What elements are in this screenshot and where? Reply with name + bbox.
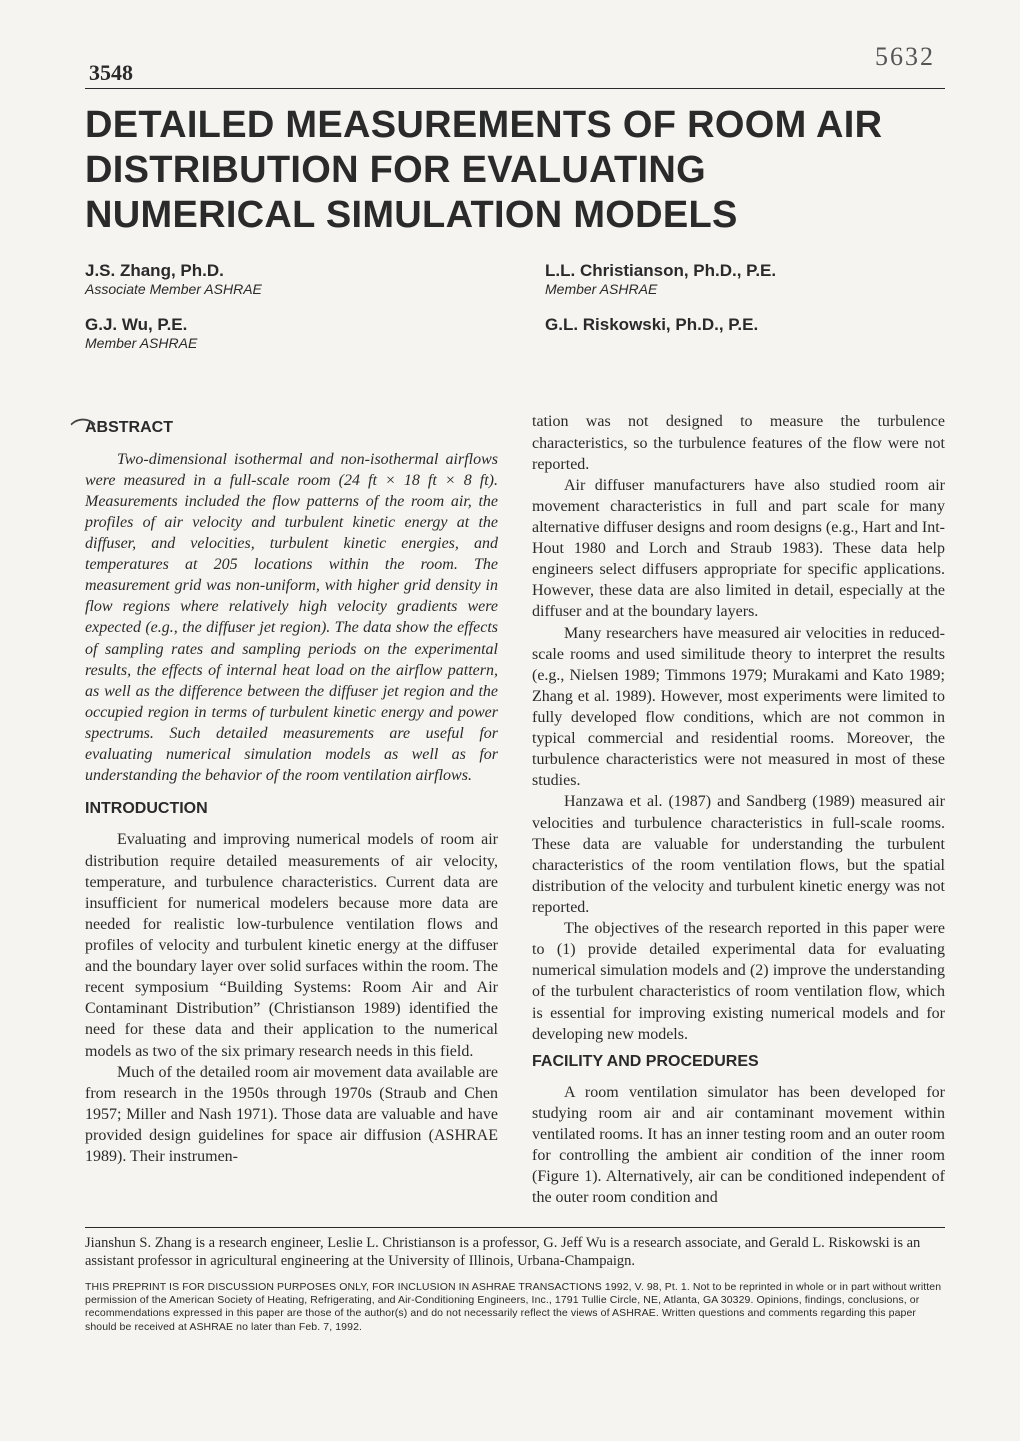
introduction-heading: INTRODUCTION (85, 798, 498, 819)
body-paragraph: The objectives of the research reported … (532, 918, 945, 1045)
author-entry: J.S. Zhang, Ph.D. Associate Member ASHRA… (85, 261, 485, 297)
author-bio-footer: Jianshun S. Zhang is a research engineer… (85, 1227, 945, 1272)
author-name: G.L. Riskowski, Ph.D., P.E. (545, 315, 945, 335)
author-entry: G.L. Riskowski, Ph.D., P.E. (545, 315, 945, 335)
author-role: Member ASHRAE (545, 281, 945, 297)
author-column-right: L.L. Christianson, Ph.D., P.E. Member AS… (545, 261, 945, 369)
body-paragraph: Evaluating and improving numerical model… (85, 829, 498, 1061)
author-bio-text: Jianshun S. Zhang is a research engineer… (85, 1235, 920, 1270)
author-block: J.S. Zhang, Ph.D. Associate Member ASHRA… (85, 261, 945, 369)
body-paragraph: Hanzawa et al. (1987) and Sandberg (1989… (532, 791, 945, 918)
author-name: L.L. Christianson, Ph.D., P.E. (545, 261, 945, 281)
handwritten-annotation: 5632 (875, 42, 935, 72)
body-paragraph: Much of the detailed room air movement d… (85, 1062, 498, 1168)
author-entry: G.J. Wu, P.E. Member ASHRAE (85, 315, 485, 351)
author-name: J.S. Zhang, Ph.D. (85, 261, 485, 281)
abstract-heading: ABSTRACT (85, 417, 498, 438)
author-name: G.J. Wu, P.E. (85, 315, 485, 335)
facility-heading: FACILITY AND PROCEDURES (532, 1051, 945, 1072)
body-paragraph: Air diffuser manufacturers have also stu… (532, 475, 945, 623)
preprint-fineprint: THIS PREPRINT IS FOR DISCUSSION PURPOSES… (85, 1281, 945, 1334)
author-column-left: J.S. Zhang, Ph.D. Associate Member ASHRA… (85, 261, 485, 369)
body-paragraph: A room ventilation simulator has been de… (532, 1082, 945, 1209)
author-role: Member ASHRAE (85, 335, 485, 351)
body-paragraph: Many researchers have measured air veloc… (532, 623, 945, 792)
author-role: Associate Member ASHRAE (85, 281, 485, 297)
author-entry: L.L. Christianson, Ph.D., P.E. Member AS… (545, 261, 945, 297)
hand-bracket-mark: ⌒ (70, 412, 96, 449)
abstract-text: Two-dimensional isothermal and non-isoth… (85, 449, 498, 787)
body-paragraph: tation was not designed to measure the t… (532, 411, 945, 474)
paper-number: 3548 (85, 60, 945, 89)
body-columns: ABSTRACT Two-dimensional isothermal and … (85, 411, 945, 1208)
paper-title: DETAILED MEASUREMENTS OF ROOM AIR DISTRI… (85, 103, 945, 237)
